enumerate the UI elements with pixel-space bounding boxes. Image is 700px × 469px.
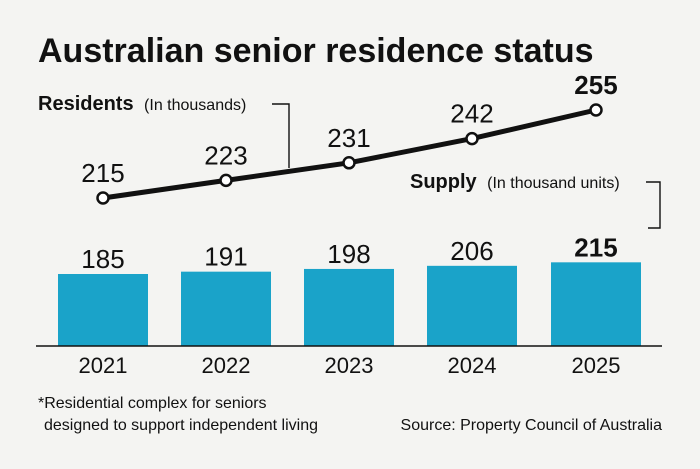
supply-bar-2021 [58,274,148,346]
supply-bar-2022 [181,271,271,346]
supply-bar-2024 [427,265,517,346]
residents-value-labels: 215 223 231 242 255 [81,70,617,188]
residents-point-2021 [96,191,110,205]
residents-legend: Residents (In thousands) [38,93,246,115]
x-tick-2023: 2023 [325,353,374,378]
residents-legend-label: Residents [38,93,134,115]
supply-legend: Supply (In thousand units) [410,171,620,193]
residents-value-2021: 215 [81,158,124,188]
supply-legend-leader [646,181,661,229]
chart-title: Australian senior residence status [38,32,594,70]
supply-legend-unit: (In thousand units) [487,175,620,192]
residents-point-2023 [342,156,356,170]
footnote-line-1: *Residential complex for seniors [38,395,267,412]
supply-value-2023: 198 [327,239,370,269]
residents-point-2025 [589,103,603,117]
residents-value-2022: 223 [204,140,247,170]
supply-value-2025: 215 [574,232,617,262]
supply-legend-label: Supply [410,171,478,193]
supply-bar-2023 [304,268,394,346]
supply-value-2021: 185 [81,244,124,274]
residents-legend-unit: (In thousands) [144,97,246,114]
residents-value-2025: 255 [574,70,617,100]
supply-bar-2025 [551,262,641,346]
x-tick-2025: 2025 [572,353,621,378]
residents-value-2024: 242 [450,99,493,129]
x-tick-2024: 2024 [448,353,497,378]
residents-point-2022 [219,173,233,188]
supply-bars [58,262,641,346]
x-tick-labels: 2021 2022 2023 2024 2025 [79,353,621,378]
residents-point-2024 [465,131,479,146]
supply-value-labels: 185 191 198 206 215 [81,232,617,274]
source-note: Source: Property Council of Australia [401,417,663,434]
residents-legend-leader [272,103,290,168]
x-tick-2022: 2022 [202,353,251,378]
residents-points [96,103,603,205]
residents-value-2023: 231 [327,123,370,153]
supply-value-2024: 206 [450,236,493,266]
supply-value-2022: 191 [204,242,247,272]
x-tick-2021: 2021 [79,353,128,378]
footnote-line-2: designed to support independent living [44,417,318,434]
